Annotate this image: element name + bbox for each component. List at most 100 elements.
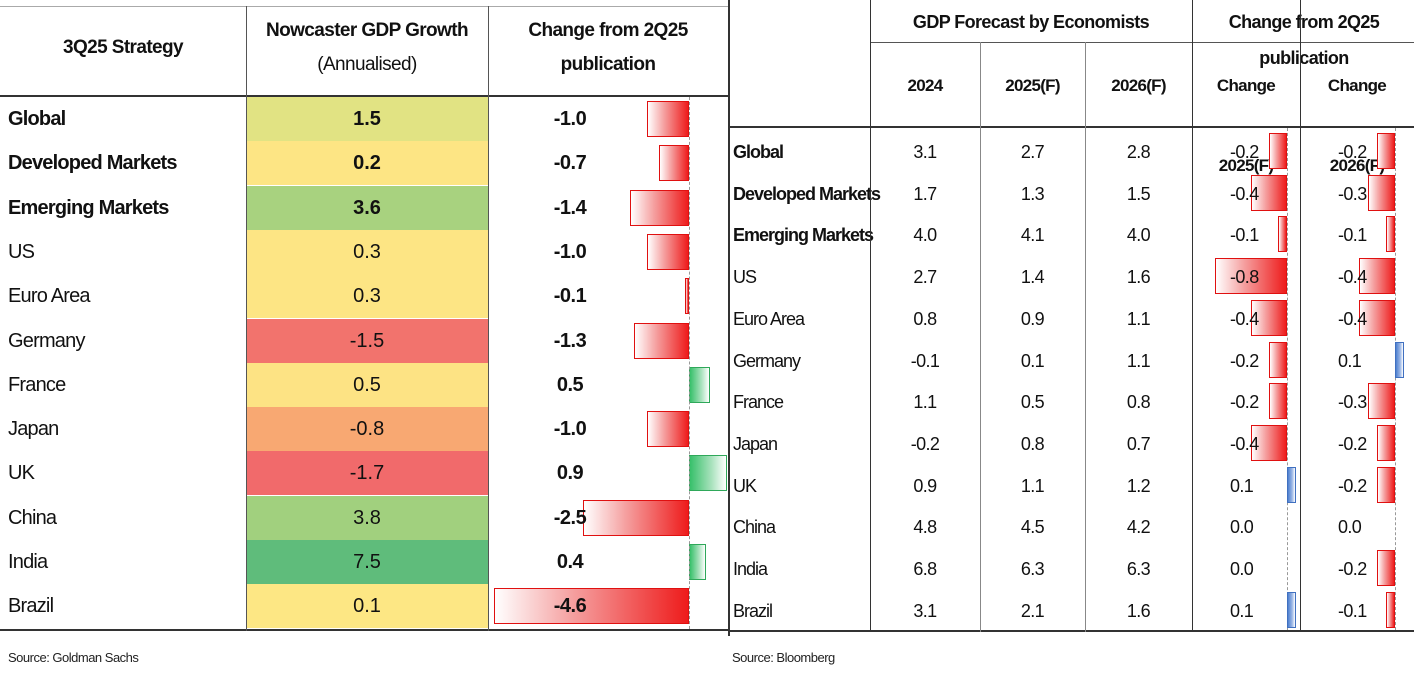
forecast-cell: 2.7 xyxy=(913,267,937,288)
change-bar xyxy=(1251,174,1287,211)
table-row: India 7.5 0.4 xyxy=(0,540,728,584)
table-row: UK -1.7 0.9 xyxy=(0,451,728,496)
change-bar xyxy=(646,411,689,448)
forecast-cell: 1.1 xyxy=(1126,350,1151,371)
forecast-cell: 0.8 xyxy=(1020,433,1045,454)
forecast-table: GDP Forecast by Economists Change from 2… xyxy=(730,0,1414,673)
region-label: France xyxy=(8,373,66,396)
change-bar xyxy=(1269,133,1287,169)
forecast-cell: 0.7 xyxy=(1126,433,1151,454)
bottom-rule xyxy=(0,629,728,631)
change-value: -1.0 xyxy=(553,418,587,441)
region-label: Global xyxy=(8,108,66,130)
change-value: -0.7 xyxy=(553,152,587,175)
gdp-cell: -0.8 xyxy=(246,407,488,452)
gdp-cell: 0.3 xyxy=(246,229,488,274)
change-value: -0.1 xyxy=(1230,225,1259,246)
change-value: -0.1 xyxy=(1338,225,1367,246)
gdp-cell: 3.6 xyxy=(246,185,488,230)
change-bar xyxy=(689,455,728,492)
table-row: China 4.8 4.5 4.2 0.0 0.0 xyxy=(730,503,1414,545)
right-col-divider-2026 xyxy=(1192,0,1193,632)
forecast-cell: 6.8 xyxy=(913,559,937,579)
change-value: -0.2 xyxy=(1230,392,1259,413)
change-value: 0.4 xyxy=(556,551,584,573)
forecast-cell: 1.1 xyxy=(913,392,937,413)
region-label: Developed Markets xyxy=(8,152,178,175)
gdp-cell: 0.3 xyxy=(246,274,488,319)
table-row: Developed Markets 1.7 1.3 1.5 -0.4 -0.3 xyxy=(730,170,1414,212)
forecast-cell: 3.1 xyxy=(913,142,937,162)
change-value: -0.3 xyxy=(1338,392,1367,413)
change-value: -1.3 xyxy=(553,329,587,352)
right-bottom-rule xyxy=(730,630,1414,632)
change-bar xyxy=(646,233,689,270)
group-rule xyxy=(870,42,1414,43)
change-value: -0.2 xyxy=(1230,350,1259,371)
forecast-cell: 2.1 xyxy=(1020,600,1045,621)
forecast-cell: 1.5 xyxy=(1126,183,1151,204)
region-label: US xyxy=(8,240,35,263)
change-value: -0.4 xyxy=(1230,308,1259,329)
change-bar xyxy=(1287,591,1296,628)
region-label: UK xyxy=(733,475,757,496)
right-header-rule xyxy=(730,126,1414,128)
right-col-divider-region xyxy=(870,0,871,632)
table-row: Japan -0.2 0.8 0.7 -0.4 -0.2 xyxy=(730,420,1414,462)
change-value: -0.4 xyxy=(1230,433,1259,454)
change-value: -0.4 xyxy=(1230,183,1259,204)
region-label: India xyxy=(8,551,48,573)
column-header: 2026(F) xyxy=(1111,76,1166,95)
region-label: UK xyxy=(8,462,35,485)
table-row: Emerging Markets 3.6 -1.4 xyxy=(0,185,728,230)
forecast-cell: 4.1 xyxy=(1020,225,1045,246)
right-col-divider-2025 xyxy=(1085,42,1086,632)
table-row: Global 1.5 -1.0 xyxy=(0,97,728,141)
change-bar xyxy=(1251,299,1287,336)
change-value: -0.2 xyxy=(1338,559,1367,579)
change-value: -0.8 xyxy=(1230,267,1259,288)
header-change: Change from 2Q25 publication xyxy=(488,0,728,95)
change-bar xyxy=(1287,466,1296,503)
region-label: Emerging Markets xyxy=(733,225,874,246)
zero-axis-c2026 xyxy=(1395,128,1396,630)
change-value: 0.1 xyxy=(1230,600,1254,621)
forecast-cell: 0.1 xyxy=(1020,350,1045,371)
source-right: Source: Bloomberg xyxy=(732,650,835,665)
top-rule xyxy=(0,6,728,7)
region-label: Euro Area xyxy=(8,285,91,308)
table-row: France 1.1 0.5 0.8 -0.2 -0.3 xyxy=(730,378,1414,420)
forecast-cell: 1.4 xyxy=(1020,267,1045,288)
forecast-cell: 1.1 xyxy=(1126,308,1151,329)
column-header: 2025(F) xyxy=(1005,76,1060,95)
forecast-cell: 1.6 xyxy=(1126,600,1151,621)
change-bar xyxy=(1377,550,1395,586)
forecast-cell: 3.1 xyxy=(913,600,937,621)
gdp-cell: 1.5 xyxy=(246,97,488,141)
gdp-cell: 0.1 xyxy=(246,584,488,629)
header-nowcaster-line1: Nowcaster GDP Growth xyxy=(266,19,469,41)
table-row: Germany -1.5 -1.3 xyxy=(0,318,728,363)
col-divider-2 xyxy=(488,6,489,631)
right-col-divider-2024 xyxy=(980,42,981,632)
col-divider-1 xyxy=(246,6,247,631)
column-header: Change 2025(F) xyxy=(1216,76,1276,175)
table-row: Euro Area 0.8 0.9 1.1 -0.4 -0.4 xyxy=(730,295,1414,337)
change-value: -0.2 xyxy=(1230,142,1259,162)
table-separator xyxy=(728,0,730,636)
header-nowcaster-line2: (Annualised) xyxy=(317,53,417,75)
change-bar xyxy=(689,544,706,580)
change-bar xyxy=(1386,216,1395,253)
forecast-cell: 4.2 xyxy=(1126,517,1151,538)
forecast-cell: -0.2 xyxy=(910,433,940,454)
change-bar xyxy=(1359,299,1395,336)
table-row: Germany -0.1 0.1 1.1 -0.2 0.1 xyxy=(730,337,1414,379)
region-label: Developed Markets xyxy=(733,183,881,204)
forecast-cell: 4.0 xyxy=(913,225,937,246)
change-value: -0.3 xyxy=(1338,183,1367,204)
region-label: China xyxy=(733,517,776,538)
forecast-cell: 1.6 xyxy=(1126,267,1151,288)
change-value: -1.0 xyxy=(553,240,587,263)
region-label: China xyxy=(8,506,57,529)
gdp-cell: 0.2 xyxy=(246,141,488,186)
